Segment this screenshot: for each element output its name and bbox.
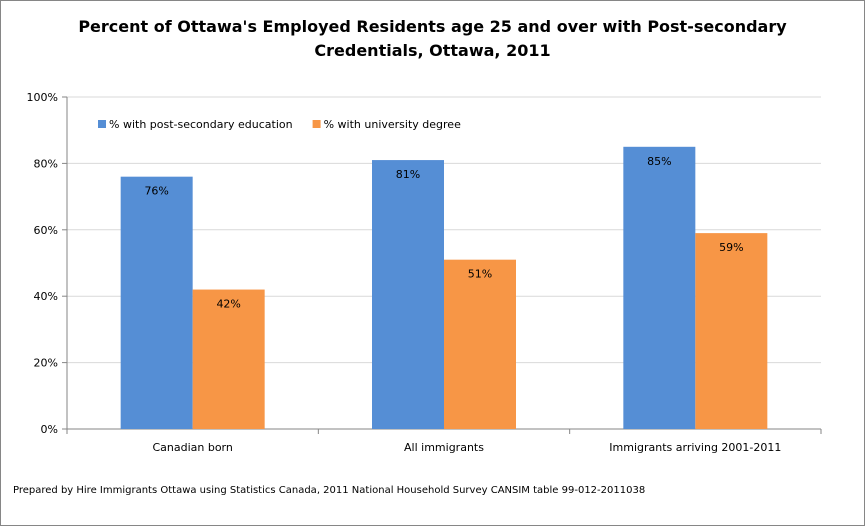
- x-tick-label: Canadian born: [152, 441, 232, 454]
- bar: [372, 160, 444, 429]
- y-tick-label: 0%: [41, 423, 58, 436]
- data-label: 42%: [216, 298, 240, 311]
- y-tick-label: 100%: [27, 91, 58, 104]
- x-tick-label: All immigrants: [404, 441, 484, 454]
- chart-title: Percent of Ottawa's Employed Residents a…: [1, 15, 864, 63]
- data-label: 59%: [719, 241, 743, 254]
- bar: [120, 176, 193, 429]
- x-tick-label: Immigrants arriving 2001-2011: [609, 441, 781, 454]
- chart-footer-note: Prepared by Hire Immigrants Ottawa using…: [13, 485, 646, 496]
- data-label: 51%: [468, 268, 492, 281]
- bar: [695, 233, 768, 429]
- legend-label: % with university degree: [324, 118, 461, 131]
- chart-title-line-2: Credentials, Ottawa, 2011: [314, 41, 551, 60]
- bar: [444, 259, 516, 429]
- bar: [623, 146, 696, 430]
- data-label: 76%: [144, 185, 168, 198]
- chart-title-line-1: Percent of Ottawa's Employed Residents a…: [78, 17, 787, 36]
- y-tick-label: 40%: [34, 290, 58, 303]
- legend-label: % with post-secondary education: [109, 118, 293, 131]
- legend-swatch: [98, 120, 106, 128]
- y-tick-label: 60%: [34, 224, 58, 237]
- legend-swatch: [312, 120, 321, 128]
- data-label: 85%: [647, 155, 671, 168]
- bar: [192, 289, 265, 429]
- y-tick-label: 20%: [34, 357, 58, 370]
- data-label: 81%: [396, 168, 420, 181]
- y-tick-label: 80%: [34, 157, 58, 170]
